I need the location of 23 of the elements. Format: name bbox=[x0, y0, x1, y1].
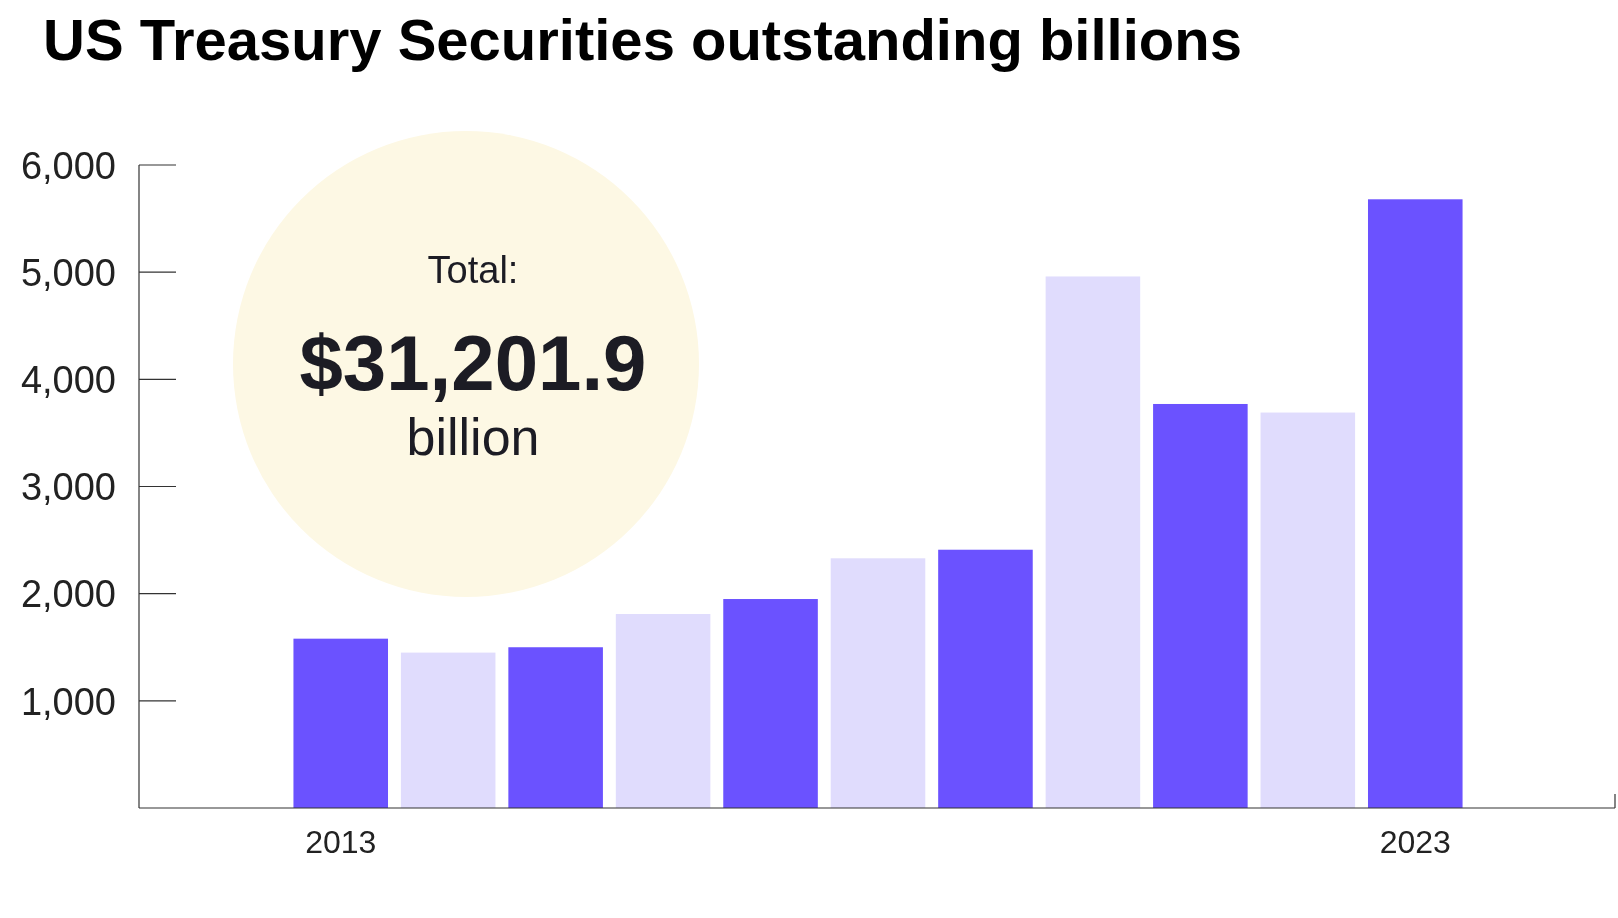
bar bbox=[1260, 412, 1356, 808]
bar bbox=[400, 652, 496, 808]
bar bbox=[1367, 199, 1463, 808]
y-tick-label: 3,000 bbox=[20, 466, 116, 509]
y-tick-label: 2,000 bbox=[20, 573, 116, 616]
annotation: Total: bbox=[427, 249, 519, 291]
y-tick-label: 4,000 bbox=[20, 359, 116, 402]
y-tick-label: 1,000 bbox=[20, 680, 116, 723]
bar bbox=[830, 558, 926, 808]
annotation: billion bbox=[406, 408, 540, 466]
bar bbox=[938, 549, 1033, 808]
x-tick-label: 2013 bbox=[305, 824, 377, 860]
y-tick-label: 5,000 bbox=[20, 251, 116, 294]
bar bbox=[723, 599, 818, 808]
x-tick-label: 2023 bbox=[1379, 824, 1451, 860]
bar bbox=[508, 647, 603, 808]
bar bbox=[1045, 276, 1141, 808]
chart-title: US Treasury Securities outstanding billions bbox=[43, 7, 1242, 72]
annotation: $31,201.9 bbox=[299, 319, 647, 407]
bar bbox=[615, 614, 711, 808]
bar bbox=[1153, 403, 1248, 808]
bar bbox=[293, 638, 389, 808]
y-tick-label: 6,000 bbox=[20, 144, 116, 187]
